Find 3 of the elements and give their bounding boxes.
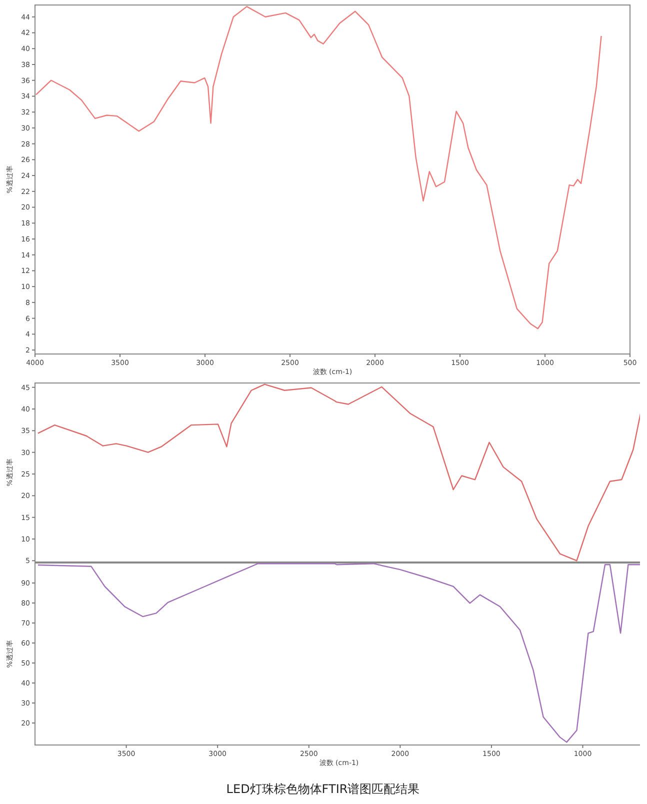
text: LED灯珠棕色物体FTIR谱图匹配结果 <box>226 782 420 796</box>
line-series <box>35 6 602 330</box>
line-series <box>37 384 640 562</box>
